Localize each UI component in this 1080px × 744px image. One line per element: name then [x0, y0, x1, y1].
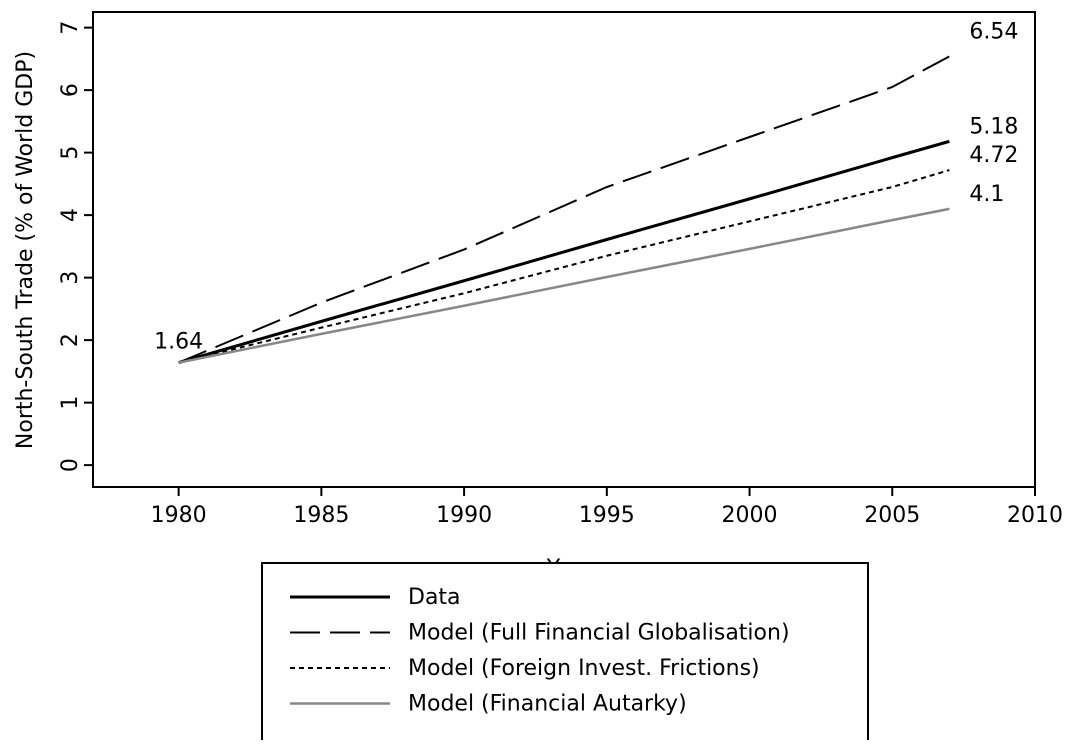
plot-frame: [92, 11, 1036, 488]
legend-label: Data: [408, 585, 461, 610]
y-tick-label: 0: [58, 458, 83, 472]
y-tick-label: 4: [58, 208, 83, 222]
x-tick-label: 1980: [151, 503, 207, 528]
value-label: 1.64: [154, 330, 203, 355]
value-label: 4.72: [969, 143, 1018, 168]
series-line: [178, 169, 950, 364]
value-label: 4.1: [969, 182, 1004, 207]
y-tick-label: 6: [58, 83, 83, 97]
y-tick-label: 7: [58, 21, 83, 35]
y-tick-label: 3: [58, 271, 83, 285]
x-tick-label: 2000: [722, 503, 778, 528]
x-tick-label: 2005: [864, 503, 920, 528]
value-label: 5.18: [969, 114, 1018, 139]
x-tick-label: 2010: [1007, 503, 1063, 528]
x-tick-label: 1995: [579, 503, 635, 528]
legend-label: Model (Foreign Invest. Frictions): [408, 656, 760, 681]
series-line: [178, 207, 950, 364]
legend: [261, 562, 869, 744]
legend-label: Model (Financial Autarky): [408, 692, 687, 717]
y-tick-label: 1: [58, 396, 83, 410]
y-axis-title: North-South Trade (% of World GDP): [13, 51, 38, 449]
series-line: [178, 139, 950, 365]
x-tick-label: 1990: [436, 503, 492, 528]
legend-label: Model (Full Financial Globalisation): [408, 621, 790, 646]
y-tick-label: 5: [58, 146, 83, 160]
y-tick-label: 2: [58, 333, 83, 347]
series-line: [178, 55, 950, 364]
x-tick-label: 1985: [293, 503, 349, 528]
value-label: 6.54: [969, 19, 1018, 44]
